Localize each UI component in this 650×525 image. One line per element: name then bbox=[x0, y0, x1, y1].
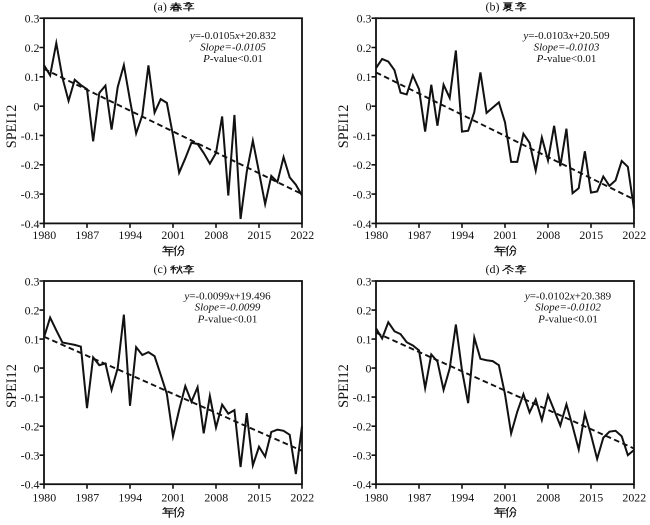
svg-text:0.3: 0.3 bbox=[357, 274, 372, 288]
svg-text:(a): (a) bbox=[154, 0, 167, 14]
svg-text:1987: 1987 bbox=[75, 490, 99, 504]
svg-text:0.2: 0.2 bbox=[25, 41, 40, 55]
svg-text:2022: 2022 bbox=[622, 228, 646, 242]
svg-text:2001: 2001 bbox=[161, 490, 185, 504]
svg-text:-0.2: -0.2 bbox=[21, 158, 40, 172]
svg-text:-0.3: -0.3 bbox=[353, 449, 372, 463]
svg-text:P-value<0.01: P-value<0.01 bbox=[536, 53, 597, 65]
svg-text:2001: 2001 bbox=[493, 490, 517, 504]
svg-text:1987: 1987 bbox=[407, 228, 431, 242]
svg-text:(d): (d) bbox=[486, 262, 500, 276]
svg-text:2008: 2008 bbox=[204, 228, 228, 242]
svg-text:0.3: 0.3 bbox=[25, 12, 40, 26]
svg-text:SPEI12: SPEI12 bbox=[336, 364, 352, 408]
svg-text:-0.1: -0.1 bbox=[21, 129, 40, 143]
svg-text:1980: 1980 bbox=[364, 228, 388, 242]
svg-text:2008: 2008 bbox=[536, 228, 560, 242]
svg-text:SPEI12: SPEI12 bbox=[4, 364, 20, 408]
svg-text:2022: 2022 bbox=[290, 228, 314, 242]
svg-text:y=-0.0103x+20.509: y=-0.0103x+20.509 bbox=[522, 30, 610, 42]
svg-text:1980: 1980 bbox=[364, 490, 388, 504]
svg-text:-0.2: -0.2 bbox=[353, 158, 372, 172]
svg-text:0.3: 0.3 bbox=[25, 274, 40, 288]
svg-text:2001: 2001 bbox=[493, 228, 517, 242]
svg-text:2015: 2015 bbox=[247, 490, 271, 504]
svg-text:1994: 1994 bbox=[118, 228, 142, 242]
svg-text:-0.4: -0.4 bbox=[21, 478, 40, 492]
svg-text:SPEI12: SPEI12 bbox=[336, 105, 352, 149]
svg-text:0.1: 0.1 bbox=[25, 70, 40, 84]
svg-text:SPEI12: SPEI12 bbox=[4, 105, 20, 149]
svg-text:0.1: 0.1 bbox=[25, 332, 40, 346]
svg-text:0: 0 bbox=[34, 361, 40, 375]
svg-text:0.2: 0.2 bbox=[357, 303, 372, 317]
svg-text:Slope=-0.0102: Slope=-0.0102 bbox=[535, 301, 601, 313]
svg-text:1994: 1994 bbox=[450, 490, 474, 504]
svg-text:-0.1: -0.1 bbox=[353, 391, 372, 405]
svg-text:-0.4: -0.4 bbox=[21, 217, 40, 231]
svg-text:y=-0.0102x+20.389: y=-0.0102x+20.389 bbox=[524, 291, 612, 303]
svg-text:-0.3: -0.3 bbox=[21, 187, 40, 201]
svg-text:0.1: 0.1 bbox=[357, 332, 372, 346]
svg-text:2008: 2008 bbox=[204, 490, 228, 504]
svg-text:-0.3: -0.3 bbox=[21, 449, 40, 463]
svg-text:1994: 1994 bbox=[450, 228, 474, 242]
svg-text:Slope=-0.0099: Slope=-0.0099 bbox=[195, 301, 261, 313]
svg-text:P-value<0.01: P-value<0.01 bbox=[197, 314, 258, 326]
svg-text:2015: 2015 bbox=[579, 228, 603, 242]
svg-text:0: 0 bbox=[366, 361, 372, 375]
svg-text:Slope=-0.0105: Slope=-0.0105 bbox=[200, 42, 266, 54]
svg-text:0.2: 0.2 bbox=[357, 41, 372, 55]
svg-text:1980: 1980 bbox=[32, 228, 56, 242]
svg-text:-0.2: -0.2 bbox=[353, 420, 372, 434]
svg-text:y=-0.0105x+20.832: y=-0.0105x+20.832 bbox=[189, 30, 276, 42]
svg-text:2015: 2015 bbox=[247, 228, 271, 242]
svg-text:-0.4: -0.4 bbox=[353, 217, 372, 231]
svg-text:2001: 2001 bbox=[161, 228, 185, 242]
svg-text:-0.1: -0.1 bbox=[21, 391, 40, 405]
svg-text:P-value<0.01: P-value<0.01 bbox=[537, 314, 598, 326]
svg-text:Slope=-0.0103: Slope=-0.0103 bbox=[534, 42, 600, 54]
svg-text:2008: 2008 bbox=[536, 490, 560, 504]
svg-text:1994: 1994 bbox=[118, 490, 142, 504]
svg-text:1987: 1987 bbox=[407, 490, 431, 504]
svg-text:0: 0 bbox=[34, 100, 40, 114]
svg-text:2022: 2022 bbox=[290, 490, 314, 504]
svg-text:1980: 1980 bbox=[32, 490, 56, 504]
svg-text:2015: 2015 bbox=[579, 490, 603, 504]
svg-text:0.2: 0.2 bbox=[25, 303, 40, 317]
svg-text:-0.3: -0.3 bbox=[353, 187, 372, 201]
svg-text:-0.4: -0.4 bbox=[353, 478, 372, 492]
svg-text:(c): (c) bbox=[154, 262, 167, 276]
svg-text:y=-0.0099x+19.496: y=-0.0099x+19.496 bbox=[183, 291, 271, 303]
svg-text:-0.1: -0.1 bbox=[353, 129, 372, 143]
svg-text:P-value<0.01: P-value<0.01 bbox=[202, 53, 263, 65]
svg-text:0.1: 0.1 bbox=[357, 70, 372, 84]
svg-text:1987: 1987 bbox=[75, 228, 99, 242]
svg-text:0.3: 0.3 bbox=[357, 12, 372, 26]
svg-text:(b): (b) bbox=[486, 0, 500, 14]
svg-text:2022: 2022 bbox=[622, 490, 646, 504]
svg-text:0: 0 bbox=[366, 100, 372, 114]
svg-text:-0.2: -0.2 bbox=[21, 420, 40, 434]
